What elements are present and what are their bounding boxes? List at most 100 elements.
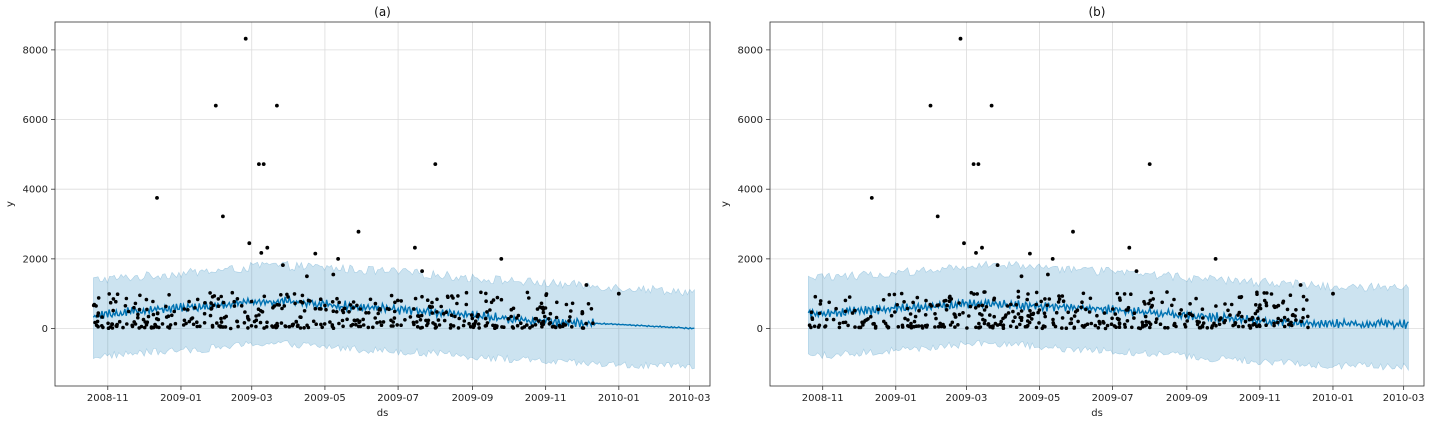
data-point [534, 316, 539, 321]
data-point [567, 319, 571, 323]
data-point [366, 311, 371, 315]
data-point [133, 301, 138, 306]
data-point [528, 326, 532, 330]
data-point [974, 251, 978, 255]
data-point [924, 298, 928, 303]
data-point [313, 306, 318, 311]
data-point [860, 320, 864, 325]
data-point [265, 245, 270, 250]
data-point [580, 311, 584, 316]
data-point [810, 317, 815, 322]
data-point [982, 308, 987, 312]
data-point [558, 325, 562, 329]
data-point [172, 309, 176, 314]
data-point [944, 308, 949, 312]
data-point [869, 196, 874, 200]
data-point [1210, 324, 1215, 328]
data-point [435, 310, 439, 314]
data-point [1256, 316, 1260, 321]
data-point [451, 324, 456, 328]
data-point [1136, 326, 1141, 330]
data-point [282, 304, 287, 308]
data-point [213, 103, 218, 108]
data-point [444, 310, 449, 315]
data-point [967, 314, 971, 318]
data-point [155, 196, 159, 200]
data-point [1027, 314, 1032, 319]
data-point [506, 317, 511, 321]
data-point [1018, 322, 1022, 327]
data-point [473, 319, 478, 324]
data-point [352, 318, 357, 323]
data-point [489, 300, 494, 305]
data-point [978, 312, 982, 316]
data-point [254, 318, 259, 323]
data-point [988, 313, 992, 317]
data-point [306, 298, 311, 303]
data-point [1255, 309, 1260, 313]
data-point [475, 314, 480, 319]
data-point [1053, 324, 1058, 329]
data-point [906, 318, 910, 322]
data-point [1046, 272, 1050, 277]
data-point [1060, 316, 1065, 320]
data-point [900, 323, 905, 328]
data-point [1233, 321, 1238, 325]
data-point [992, 296, 997, 301]
data-point [415, 320, 419, 324]
data-point [136, 315, 140, 320]
data-point [1129, 292, 1133, 297]
data-point [1288, 293, 1293, 298]
data-point [1056, 300, 1061, 304]
data-point [428, 305, 433, 310]
data-point [449, 323, 453, 327]
data-point [1179, 308, 1183, 312]
data-point [469, 313, 474, 317]
data-point [373, 301, 378, 306]
data-point [330, 300, 335, 304]
data-point [184, 321, 188, 326]
data-point [223, 325, 228, 329]
data-point [275, 103, 279, 108]
data-point [1217, 318, 1222, 322]
data-point [540, 306, 544, 310]
data-point [1287, 322, 1291, 327]
data-point [949, 297, 954, 301]
data-point [341, 324, 345, 329]
data-point [809, 325, 813, 330]
data-point [211, 303, 216, 308]
data-point [1183, 314, 1188, 318]
data-point [419, 313, 424, 318]
data-point [187, 319, 192, 324]
data-point [570, 301, 575, 306]
data-point [464, 302, 469, 307]
data-point [450, 294, 454, 298]
data-point [1170, 303, 1174, 308]
data-point [1147, 162, 1152, 167]
x-tick-label: 2009-05 [1019, 393, 1061, 404]
data-point [221, 214, 225, 219]
data-point [553, 325, 558, 330]
data-point [1122, 322, 1127, 327]
data-point [347, 310, 351, 314]
data-point [413, 296, 418, 301]
data-point [371, 325, 375, 330]
data-point [920, 324, 924, 328]
data-point [903, 316, 907, 321]
data-point [433, 162, 438, 167]
data-point [537, 319, 541, 323]
data-point [130, 324, 135, 329]
data-point [945, 303, 949, 308]
data-point [457, 316, 462, 321]
data-point [1081, 291, 1086, 296]
data-point [138, 293, 142, 298]
data-point [485, 321, 490, 325]
data-point [1060, 294, 1065, 298]
data-point [1026, 292, 1030, 296]
data-point [908, 312, 913, 316]
data-point [470, 316, 475, 321]
data-point [1019, 309, 1024, 313]
data-point [111, 308, 115, 313]
data-point [1282, 315, 1287, 320]
chart-title: (a) [374, 5, 391, 19]
